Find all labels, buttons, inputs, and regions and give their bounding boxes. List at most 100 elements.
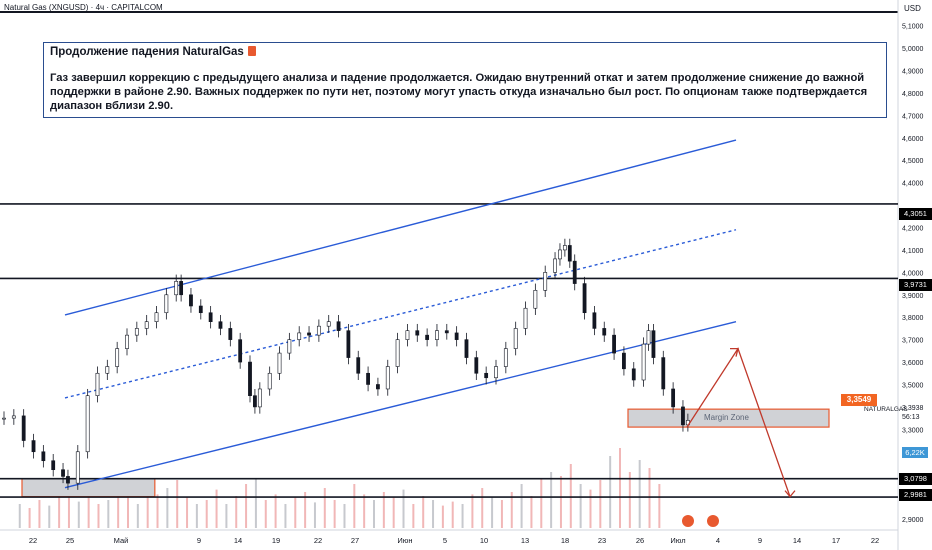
candle-body [454, 332, 459, 340]
volume-bar [491, 497, 494, 528]
volume-bar [284, 504, 287, 528]
x-tick-label: 26 [636, 536, 644, 545]
volume-bar [392, 497, 395, 528]
candle-body [267, 372, 272, 390]
candle-body [415, 330, 420, 336]
y-tick-label: 4,7000 [902, 113, 924, 120]
volume-bar [176, 480, 179, 528]
x-tick-label: 19 [272, 536, 280, 545]
volume-bar [589, 489, 592, 528]
y-tick-label: 3,9000 [902, 293, 924, 300]
volume-bar [28, 508, 31, 528]
volume-bar [205, 500, 208, 528]
candle-body [592, 312, 597, 329]
level-label-high: 4,3051 [899, 208, 932, 220]
x-tick-label: 17 [832, 536, 840, 545]
candle-body [277, 352, 282, 374]
candle-body [326, 321, 331, 327]
candle-body [257, 388, 262, 408]
x-tick-label: 22 [29, 536, 37, 545]
candle-body [208, 312, 213, 322]
margin-zone-label: Margin Zone [704, 413, 749, 422]
candle-body [2, 417, 6, 420]
candle-body [346, 330, 351, 358]
candle-body [154, 312, 159, 322]
volume-bar [136, 504, 139, 528]
volume-bar [353, 484, 356, 528]
currency-label[interactable]: USD [904, 4, 921, 13]
volume-bar [38, 500, 41, 528]
instrument-label: NATURALGAS [864, 406, 908, 413]
volume-bar [87, 492, 90, 528]
x-tick-label: 9 [197, 536, 201, 545]
volume-bar [304, 492, 307, 528]
volume-bar [313, 502, 316, 528]
x-tick-label: 23 [598, 536, 606, 545]
candle-body [228, 328, 233, 340]
candle-body [144, 321, 149, 329]
note-title: Продолжение падения NaturalGas [50, 46, 880, 58]
volume-bar [638, 460, 641, 528]
candle-body [494, 366, 498, 379]
candle-body [336, 321, 341, 331]
volume-bar [264, 500, 267, 528]
volume-bar [402, 489, 405, 528]
volume-bar [648, 468, 651, 528]
volume-bar [481, 488, 484, 528]
note-body: Газ завершил коррекцию с предыдущего ана… [50, 72, 868, 112]
candle-body [189, 294, 193, 307]
candle-body [125, 334, 129, 349]
bar-timer: 56:13 [902, 414, 920, 421]
candle-body [425, 334, 430, 340]
volume-bar [77, 501, 80, 528]
candle-body [356, 357, 361, 374]
x-tick-label: Июн [397, 536, 412, 545]
volume-bar [471, 494, 474, 528]
candle-body [474, 357, 479, 374]
volume-bar [254, 478, 257, 528]
volume-bar [500, 500, 503, 528]
volume-bar [579, 484, 582, 528]
volume-bar [441, 505, 444, 528]
candle-body [61, 469, 65, 477]
analysis-note[interactable]: Продолжение падения NaturalGas Газ завер… [43, 42, 887, 118]
y-tick-label: 3,8000 [902, 315, 924, 322]
volume-bar [451, 501, 454, 528]
volume-bar [569, 464, 572, 528]
candle-body [562, 245, 567, 251]
candle-body [641, 343, 646, 381]
candle-body [558, 249, 562, 260]
candle-body [248, 361, 252, 396]
x-tick-label: 13 [521, 536, 529, 545]
y-tick-label: 4,0000 [902, 270, 924, 277]
channel-upper-line [64, 139, 737, 316]
channel-mid-line [64, 229, 737, 399]
candle-body [95, 372, 100, 396]
candle-body [218, 321, 223, 329]
candle-body [164, 294, 169, 314]
volume-bar [156, 494, 159, 528]
candle-body [134, 328, 139, 336]
candle-body [115, 348, 120, 367]
y-tick-label: 2,9000 [902, 517, 924, 524]
candle-body [513, 328, 518, 349]
candle-body [435, 330, 439, 340]
volume-bar [461, 504, 464, 528]
candle-body [464, 339, 469, 358]
volume-bar [432, 500, 435, 528]
x-tick-label: 14 [793, 536, 801, 545]
candle-body [174, 281, 179, 296]
candle-body [444, 330, 449, 334]
y-tick-label: 3,3000 [902, 427, 924, 434]
candle-body [681, 406, 685, 426]
volume-bar [658, 484, 661, 528]
x-tick-label: Май [114, 536, 129, 545]
x-tick-label: 22 [314, 536, 322, 545]
candle-body [179, 281, 184, 296]
candle-body [671, 388, 676, 408]
volume-bar [628, 472, 631, 528]
candle-body [395, 339, 400, 367]
candle-body [543, 272, 548, 291]
volume-bar [599, 480, 602, 528]
